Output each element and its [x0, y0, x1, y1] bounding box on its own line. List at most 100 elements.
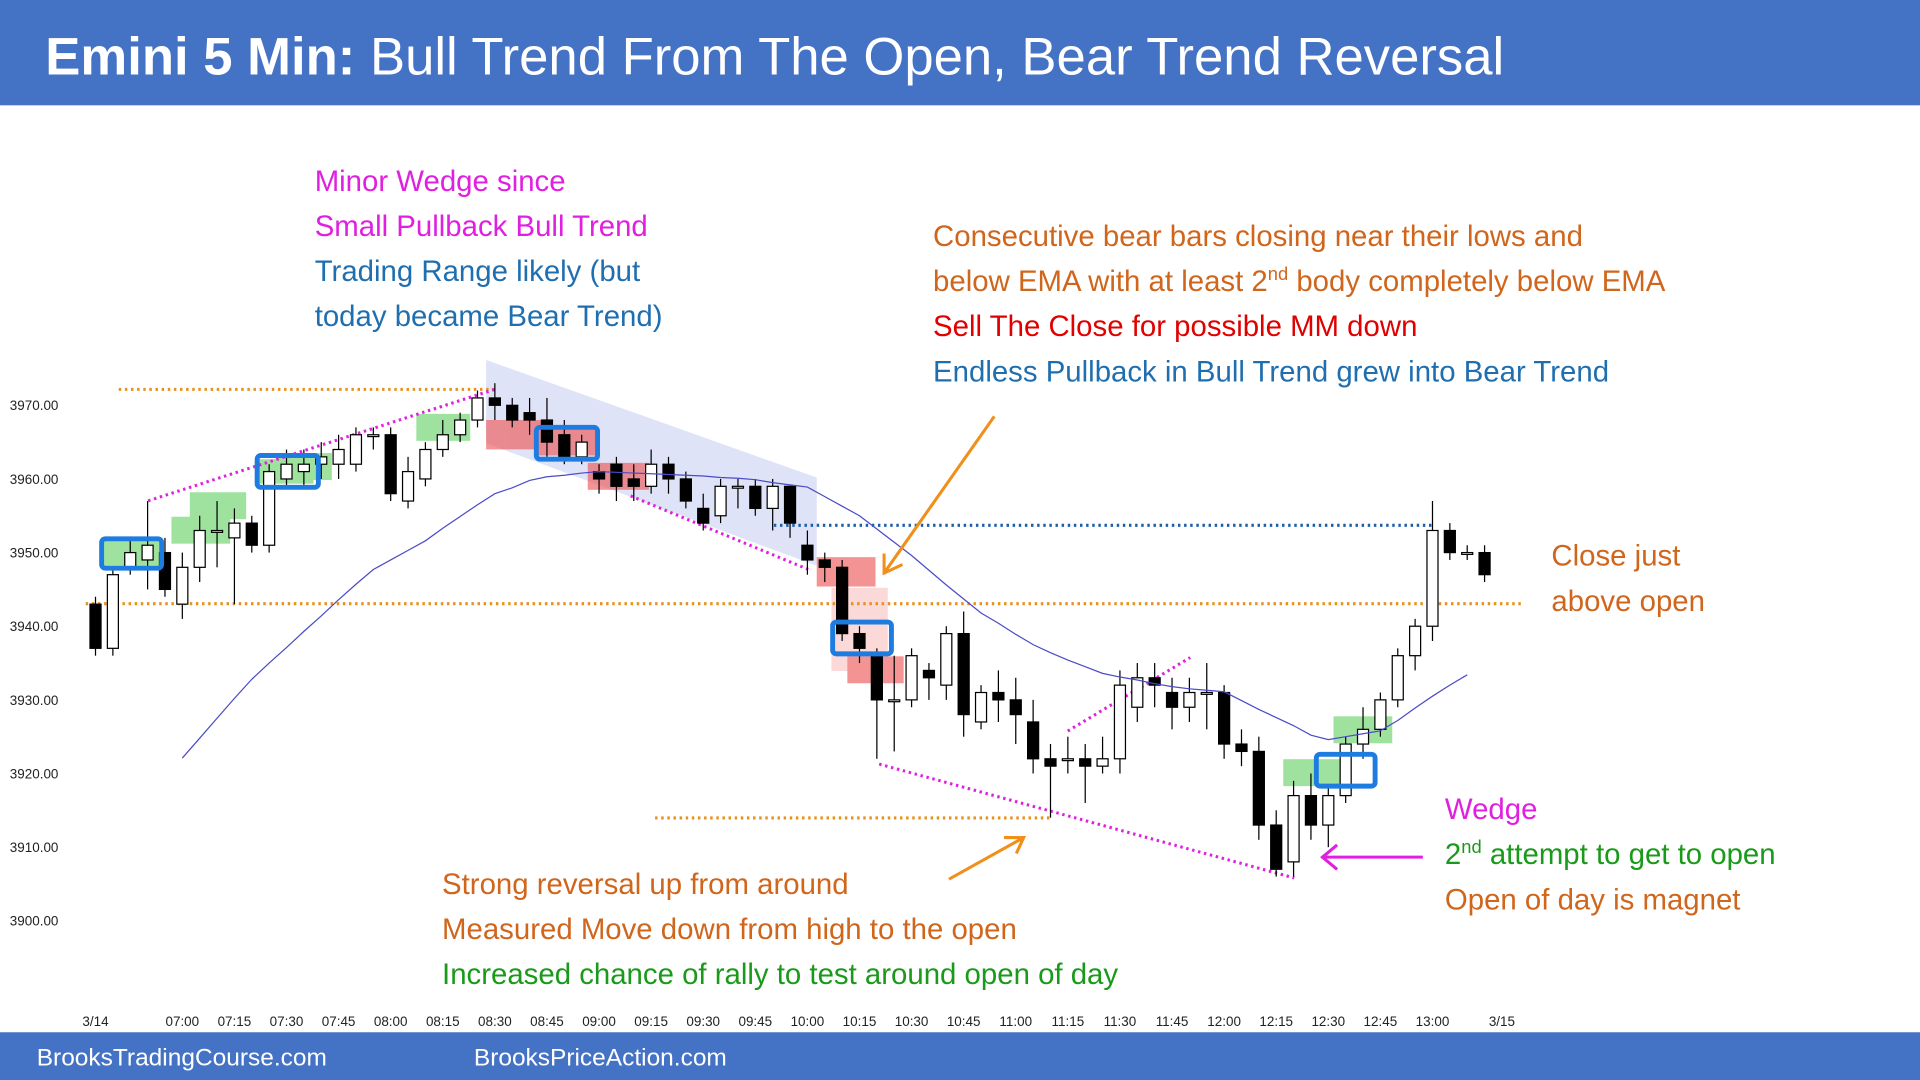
- x-tick-label: 08:30: [478, 1014, 512, 1029]
- candle-body: [714, 485, 727, 517]
- dotted-lines: [85, 387, 1523, 880]
- candle-body: [176, 566, 189, 605]
- arrow: [882, 415, 996, 574]
- candle-body: [1443, 529, 1456, 554]
- x-tick-label: 10:45: [947, 1014, 981, 1029]
- candle-body: [297, 463, 310, 473]
- candle-body: [783, 485, 797, 524]
- candle-body: [1009, 699, 1022, 716]
- annotation-text: Sell The Close for possible MM down: [933, 310, 1417, 343]
- signal-box: [533, 424, 600, 462]
- footer-right: BrooksPriceAction.com: [474, 1044, 727, 1071]
- y-tick-label: 3910.00: [10, 840, 59, 855]
- x-tick-label: 09:45: [738, 1014, 772, 1029]
- annotation-text: below EMA with at least 2: [933, 265, 1268, 298]
- annotation-text: Increased chance of rally to test around…: [442, 958, 1118, 991]
- blue-boxes: [99, 424, 1378, 789]
- candle-body: [1061, 758, 1074, 762]
- candle-body: [488, 397, 501, 406]
- candle-body: [697, 507, 710, 524]
- candle-body: [992, 691, 1005, 701]
- candle-body: [228, 522, 241, 539]
- annotation-text: 2: [1445, 838, 1461, 871]
- candle-body: [1027, 721, 1040, 760]
- candle-body: [210, 529, 224, 533]
- y-tick-label: 3970.00: [10, 398, 59, 413]
- annotation-text: Consecutive bear bars closing near their…: [933, 220, 1583, 253]
- x-tick-label: 07:30: [270, 1014, 304, 1029]
- arrow-head: [1004, 836, 1027, 855]
- annotation-line: Trading Range likely (but: [315, 255, 640, 288]
- annotation-text: Wedge: [1445, 793, 1538, 826]
- candle-body: [1270, 824, 1283, 870]
- candle-body: [419, 448, 432, 480]
- candle-body: [922, 669, 936, 679]
- signal-box: [830, 619, 894, 657]
- x-tick-label: 09:15: [634, 1014, 668, 1029]
- y-tick-label: 3940.00: [10, 619, 59, 634]
- y-tick-label: 3960.00: [10, 472, 59, 487]
- annotation-line: Measured Move down from high to the open: [442, 913, 1017, 946]
- candle-body: [818, 559, 831, 568]
- candle-body: [1183, 691, 1196, 708]
- candle-body: [1426, 529, 1439, 627]
- annotation-text: Close just: [1551, 540, 1680, 573]
- annotation-line: Wedge: [1445, 793, 1538, 826]
- candle-body: [974, 691, 988, 723]
- candle-body: [749, 485, 762, 510]
- candle-body: [888, 699, 901, 703]
- candle-body: [158, 551, 172, 591]
- annotation-text: above open: [1551, 585, 1705, 618]
- candle-body: [332, 448, 345, 465]
- candle-body: [610, 463, 623, 487]
- candle-body: [836, 566, 849, 635]
- candle-body: [245, 522, 258, 546]
- candle-body: [1079, 758, 1092, 767]
- x-tick-label: 08:00: [374, 1014, 408, 1029]
- superscript: nd: [1461, 836, 1481, 857]
- annotation-text: Endless Pullback in Bull Trend grew into…: [933, 355, 1609, 388]
- candle-body: [731, 485, 745, 489]
- candle-body: [1148, 677, 1161, 686]
- candle-body: [870, 655, 883, 701]
- x-tick-label: 10:30: [895, 1014, 929, 1029]
- candle-body: [905, 655, 918, 701]
- candle-body: [315, 456, 328, 465]
- x-tick-label: 3/14: [82, 1014, 109, 1029]
- annotation-line: Minor Wedge since: [315, 165, 566, 198]
- arrow: [948, 836, 1025, 881]
- y-tick-label: 3930.00: [10, 693, 59, 708]
- candle-body: [1287, 794, 1300, 863]
- arrows: [882, 415, 1423, 881]
- footer-band: [0, 1032, 1920, 1080]
- wedge-line: [878, 762, 1295, 880]
- candle-body: [367, 434, 380, 438]
- candle-body: [523, 412, 536, 421]
- x-tick-label: 10:15: [843, 1014, 877, 1029]
- candle-body: [558, 434, 571, 458]
- x-tick-label: 11:00: [999, 1014, 1032, 1029]
- annotation-line: below EMA with at least 2nd body complet…: [933, 263, 1666, 298]
- y-tick-label: 3920.00: [10, 766, 59, 781]
- candle-body: [1304, 794, 1318, 826]
- annotation-text: Trading Range likely (but: [315, 255, 640, 288]
- highlight: [486, 420, 543, 450]
- x-tick-label: 08:45: [530, 1014, 564, 1029]
- candle-body: [1391, 655, 1404, 701]
- candle-body: [1461, 551, 1474, 556]
- candle-body: [1200, 691, 1213, 695]
- annotation-line: Small Pullback Bull Trend: [315, 210, 648, 243]
- candle-body: [1356, 728, 1370, 745]
- candle-body: [454, 419, 467, 436]
- x-tick-label: 10:00: [791, 1014, 825, 1029]
- candle-body: [1478, 551, 1491, 576]
- title-bold: Emini 5 Min:: [45, 28, 355, 87]
- candle-body: [280, 463, 293, 480]
- candle-body: [1374, 699, 1387, 730]
- annotation-text: Small Pullback Bull Trend: [315, 210, 648, 243]
- ema-line: [181, 470, 1468, 759]
- annotation-line: Close just: [1551, 540, 1680, 573]
- arrow-head: [882, 553, 904, 576]
- annotation-text: Measured Move down from high to the open: [442, 913, 1017, 946]
